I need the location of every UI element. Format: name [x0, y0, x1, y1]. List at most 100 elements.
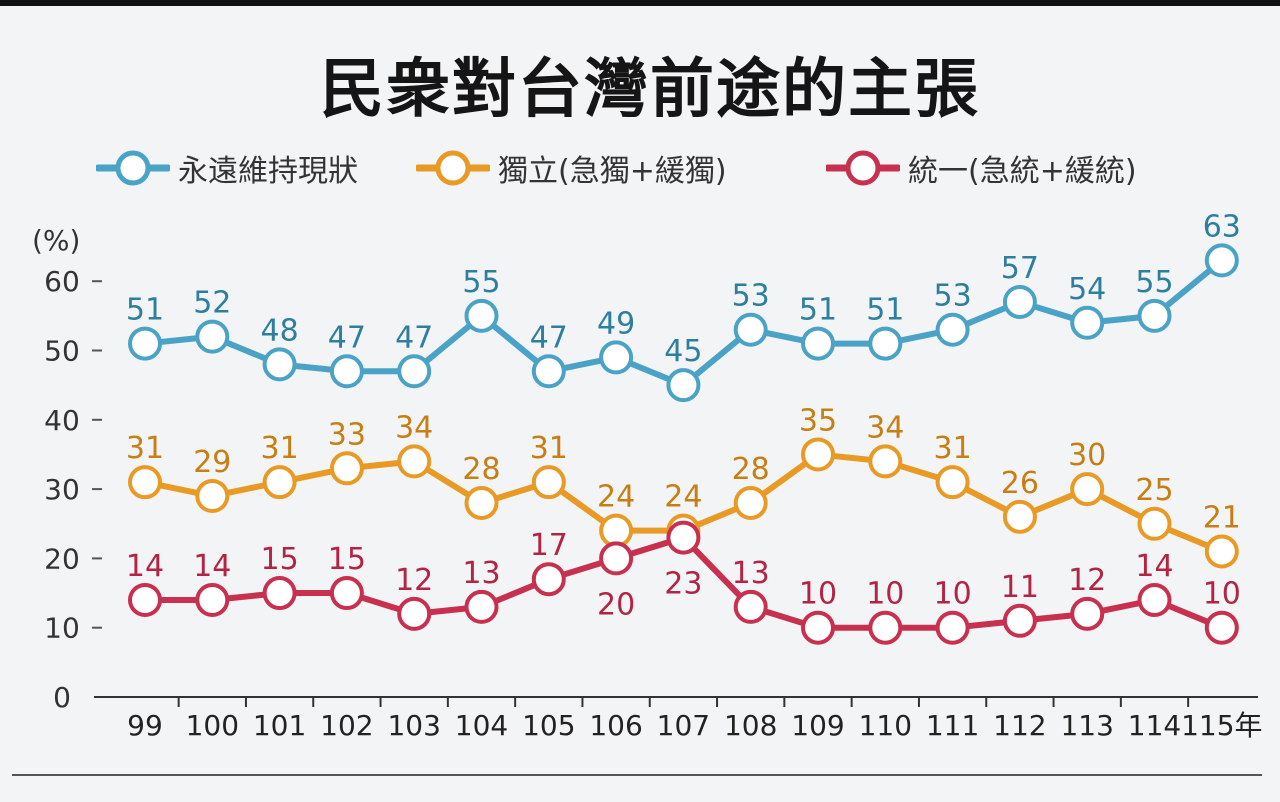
x-tick-label: 102 — [320, 709, 373, 742]
top-border — [0, 0, 1280, 6]
data-label: 31 — [530, 431, 568, 466]
data-label: 17 — [530, 528, 568, 563]
data-label: 31 — [261, 431, 299, 466]
data-point — [1137, 298, 1172, 333]
data-point — [733, 485, 768, 520]
data-label: 25 — [1135, 473, 1173, 508]
data-point — [1070, 472, 1105, 507]
data-point — [329, 576, 364, 611]
x-tick-label: 111 — [926, 709, 979, 742]
data-label: 24 — [597, 480, 635, 515]
data-point — [195, 479, 230, 514]
data-label: 34 — [866, 410, 904, 445]
y-axis-unit-label: (%) — [32, 224, 80, 257]
data-label: 45 — [664, 334, 702, 369]
legend-marker-independence — [416, 150, 490, 186]
data-point — [868, 326, 903, 361]
data-point — [1070, 596, 1105, 631]
x-tick-label: 105 — [522, 709, 575, 742]
legend-item-independence: 獨立(急獨+緩獨) — [416, 146, 727, 190]
data-point — [1204, 243, 1239, 278]
data-point — [1204, 534, 1239, 569]
x-tick-label: 115年 — [1181, 709, 1262, 742]
data-point — [599, 340, 634, 375]
data-point — [801, 610, 835, 645]
x-tick-label: 108 — [724, 709, 777, 742]
data-label: 12 — [1068, 563, 1106, 598]
data-label: 47 — [530, 320, 568, 355]
data-point — [195, 582, 230, 617]
data-label: 14 — [1135, 549, 1173, 584]
x-tick-label: 109 — [791, 709, 844, 742]
x-tick-label: 104 — [455, 709, 508, 742]
legend-label-independence: 獨立(急獨+緩獨) — [498, 154, 727, 189]
data-point — [1137, 582, 1172, 617]
data-point — [1002, 603, 1037, 638]
y-tick-label: 0 — [53, 681, 71, 714]
data-point — [868, 444, 903, 479]
x-tick-label: 100 — [186, 709, 239, 742]
data-label: 11 — [1001, 570, 1039, 605]
x-tick-label: 110 — [859, 709, 912, 742]
data-label: 10 — [866, 577, 904, 612]
data-label: 23 — [664, 567, 702, 602]
data-point — [464, 298, 499, 333]
data-label: 53 — [934, 279, 972, 314]
data-label: 15 — [328, 542, 366, 577]
data-label: 63 — [1203, 209, 1241, 244]
data-label: 24 — [664, 480, 702, 515]
data-point — [195, 319, 230, 354]
x-tick-label: 106 — [589, 709, 642, 742]
x-tick-label: 107 — [657, 709, 710, 742]
data-point — [128, 465, 162, 500]
data-point — [128, 582, 162, 617]
data-label: 10 — [1203, 577, 1241, 612]
data-label: 51 — [126, 293, 164, 328]
data-point — [733, 312, 768, 347]
data-label: 20 — [597, 587, 635, 622]
legend-item-status-quo: 永遠維持現狀 — [96, 146, 358, 190]
data-label: 54 — [1068, 272, 1106, 307]
data-point — [329, 451, 364, 486]
x-tick-label: 113 — [1060, 709, 1113, 742]
data-point — [531, 562, 566, 597]
data-label: 57 — [1001, 251, 1039, 286]
data-label: 53 — [732, 279, 770, 314]
data-point — [464, 485, 499, 520]
legend: 永遠維持現狀 獨立(急獨+緩獨) 統一(急統+緩統) — [0, 146, 1280, 190]
data-point — [599, 541, 634, 576]
data-label: 15 — [261, 542, 299, 577]
y-tick-label: 30 — [44, 473, 80, 506]
data-label: 14 — [193, 549, 231, 584]
data-label: 55 — [1135, 265, 1173, 300]
x-tick-label: 112 — [993, 709, 1046, 742]
data-point — [733, 589, 768, 624]
x-tick-label: 114 — [1128, 709, 1181, 742]
data-label: 13 — [462, 556, 500, 591]
data-point — [464, 589, 499, 624]
data-point — [531, 354, 566, 389]
data-point — [1204, 610, 1239, 645]
data-label: 28 — [732, 452, 770, 487]
data-point — [1137, 506, 1172, 541]
data-point — [1002, 499, 1037, 534]
y-tick-label: 20 — [44, 542, 80, 575]
y-tick-label: 60 — [44, 265, 80, 298]
data-point — [599, 513, 634, 548]
data-point — [801, 326, 835, 361]
chart-title: 民衆對台灣前途的主張 — [320, 53, 980, 127]
data-point — [666, 368, 701, 403]
data-point — [262, 576, 297, 611]
legend-label-status-quo: 永遠維持現狀 — [178, 154, 358, 189]
data-label: 52 — [193, 286, 231, 321]
data-label: 14 — [126, 549, 164, 584]
data-label: 51 — [799, 293, 837, 328]
data-label: 35 — [799, 403, 837, 438]
data-point — [666, 520, 701, 555]
data-label: 10 — [799, 577, 837, 612]
data-label: 49 — [597, 306, 635, 341]
data-point — [935, 465, 970, 500]
data-label: 31 — [934, 431, 972, 466]
data-label: 28 — [462, 452, 500, 487]
